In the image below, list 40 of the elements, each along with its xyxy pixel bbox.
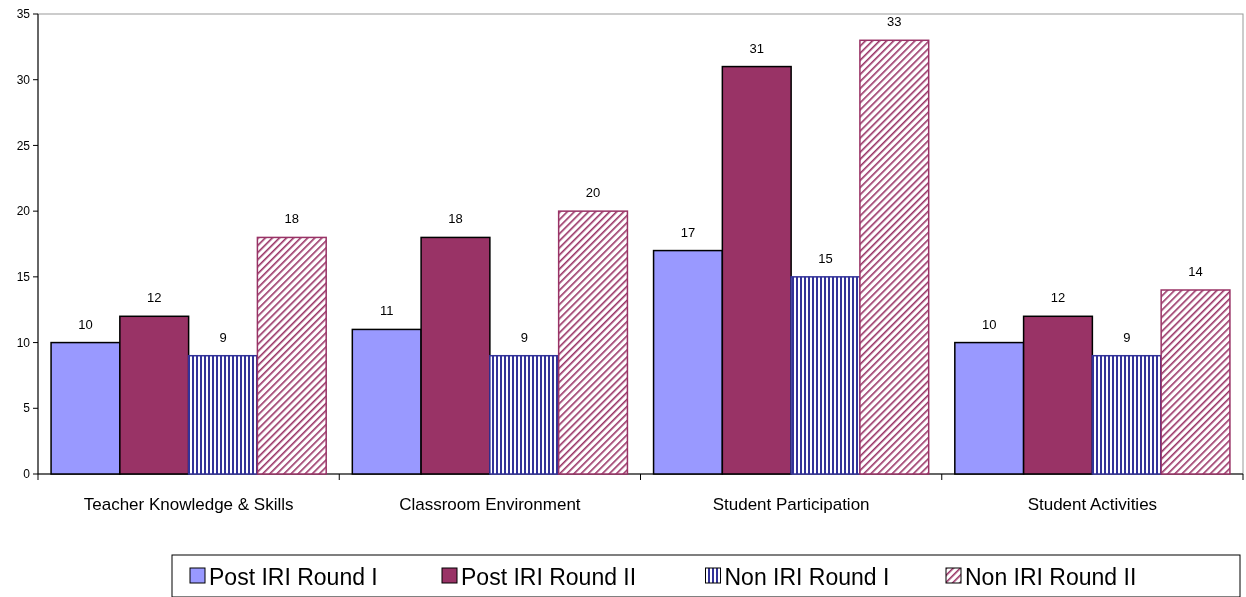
bar xyxy=(557,210,629,475)
x-tick-label: Teacher Knowledge & Skills xyxy=(83,495,294,514)
y-tick-label: 5 xyxy=(23,401,31,416)
data-label: 14 xyxy=(1188,264,1203,279)
legend-label: Non IRI Round I xyxy=(724,564,890,591)
y-tick-label: 20 xyxy=(16,204,31,219)
bar xyxy=(790,276,861,475)
y-tick-label: 30 xyxy=(16,72,31,87)
data-label: 12 xyxy=(1050,290,1066,306)
data-label: 9 xyxy=(520,329,528,345)
data-label: 18 xyxy=(448,211,463,227)
bar xyxy=(1160,289,1231,475)
bar xyxy=(859,39,930,475)
y-tick-label: 25 xyxy=(16,138,31,153)
data-label: 11 xyxy=(379,303,394,319)
legend-label: Post IRI Round II xyxy=(461,564,637,591)
bar xyxy=(489,354,560,475)
bar xyxy=(187,354,259,475)
data-label: 12 xyxy=(147,290,162,306)
x-tick-label: Student Participation xyxy=(712,495,870,514)
data-label: 33 xyxy=(887,14,902,30)
data-label: 18 xyxy=(284,211,300,227)
bar xyxy=(256,236,327,475)
y-tick-label: 10 xyxy=(16,335,31,350)
data-label: 9 xyxy=(219,329,227,345)
legend-label: Non IRI Round II xyxy=(965,564,1137,591)
y-tick-label: 0 xyxy=(23,467,31,482)
y-tick-label: 35 xyxy=(16,7,31,22)
data-label: 20 xyxy=(585,185,601,201)
x-tick-label: Student Activities xyxy=(1027,495,1158,514)
x-tick-label: Classroom Environment xyxy=(399,495,581,514)
data-label: 10 xyxy=(981,316,997,332)
data-label: 17 xyxy=(680,224,696,240)
y-tick-label: 15 xyxy=(16,270,31,285)
data-label: 31 xyxy=(749,40,764,56)
data-label: 10 xyxy=(78,316,93,332)
data-label: 15 xyxy=(818,250,833,266)
data-label: 9 xyxy=(1123,329,1131,345)
bar xyxy=(1091,354,1162,475)
legend-label: Post IRI Round I xyxy=(209,564,378,591)
